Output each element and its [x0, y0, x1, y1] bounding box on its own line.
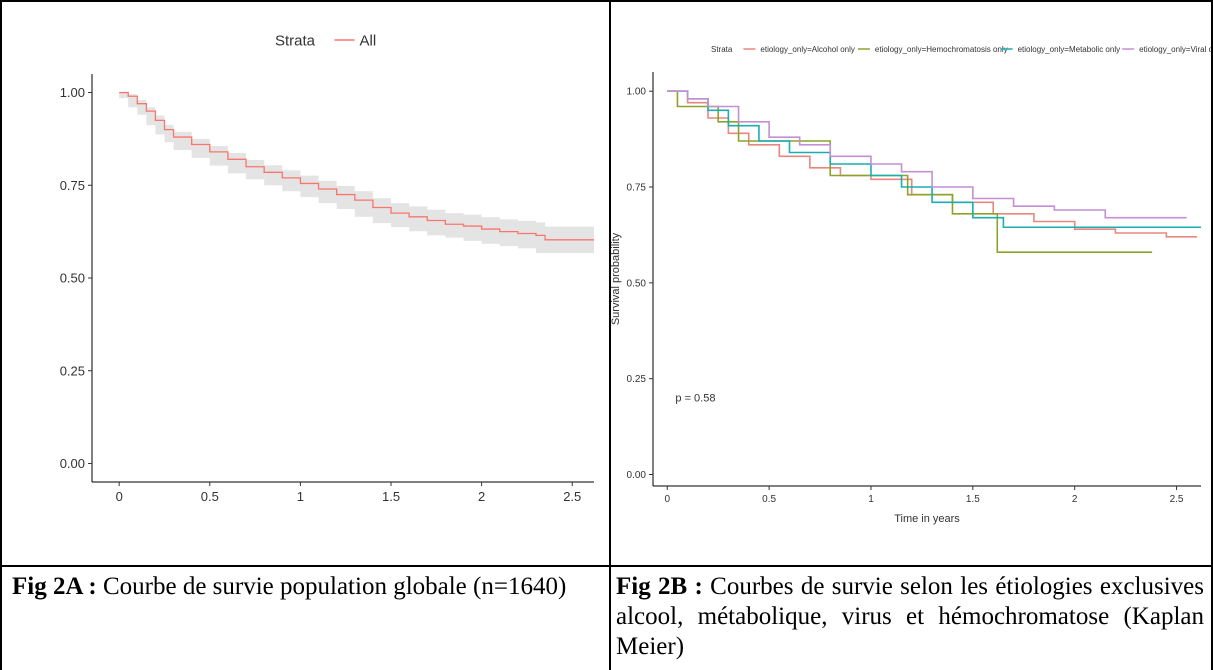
chart-panel-a: Strata All 0.00 0.25 0.50 0.75 1.00 0 0.5 1 1.5 2 2.…: [60, 32, 594, 504]
caption-fig-2a: Fig 2A : Courbe de survie population glo…: [12, 572, 602, 602]
chart-b-y-tick-label-4: 1.00: [627, 87, 647, 98]
chart-a-legend-label-0: All: [360, 32, 377, 49]
chart-b-legend-label-1: etiology_only=Hemochromatosis only: [875, 45, 1008, 54]
table-border-center: [609, 0, 611, 670]
caption-fig-2a-label: Fig 2A :: [12, 573, 97, 600]
caption-fig-2b-text: Courbes de survie selon les étiologies e…: [616, 573, 1204, 660]
chart-b-legend-label-0: etiology_only=Alcohol only: [760, 45, 855, 54]
table-border-right: [1211, 0, 1213, 670]
table-border-left: [0, 0, 2, 670]
chart-b-legend-label-2: etiology_only=Metabolic only: [1018, 45, 1121, 54]
caption-fig-2b: Fig 2B : Courbes de survie selon les éti…: [616, 572, 1204, 662]
chart-b-x-tick-label-4: 2: [1072, 494, 1078, 505]
chart-panel-b: Strata etiology_only=Alcohol only etiology…: [611, 45, 1211, 525]
chart-a-x-tick-label-0: 0: [116, 489, 123, 504]
chart-b-y-tick-label-2: 0.50: [627, 278, 647, 289]
chart-a-x-tick-label-3: 1.5: [382, 489, 400, 504]
chart-b-y-tick-label-1: 0.25: [627, 374, 647, 385]
chart-a-y-tick-label-3: 0.75: [60, 178, 85, 193]
chart-b-x-tick-label-3: 1.5: [966, 494, 980, 505]
chart-a-legend-title: Strata: [275, 32, 316, 49]
chart-a-legend: Strata All: [275, 32, 376, 49]
caption-fig-2a-text: Courbe de survie population globale (n=1…: [96, 573, 567, 600]
chart-a-confidence-band-0: [119, 92, 594, 254]
chart-a-x-tick-label-2: 1: [297, 489, 304, 504]
chart-a-x-tick-label-5: 2.5: [563, 489, 581, 504]
chart-a-y-tick-label-4: 1.00: [60, 85, 85, 100]
chart-b-y-tick-label-3: 0.75: [627, 183, 647, 194]
chart-a-y-tick-label-1: 0.25: [60, 363, 85, 378]
chart-b-x-axis-label: Time in years: [894, 513, 960, 525]
chart-a-y-tick-label-0: 0.00: [60, 456, 85, 471]
chart-b-legend-title: Strata: [711, 45, 733, 54]
caption-fig-2b-label: Fig 2B :: [616, 573, 703, 600]
chart-b-p-value-annotation: p = 0.58: [675, 393, 715, 405]
chart-b-x-tick-label-5: 2.5: [1170, 494, 1184, 505]
chart-b-x-tick-label-2: 1: [868, 494, 874, 505]
chart-b-x-tick-label-0: 0: [664, 494, 670, 505]
chart-b-legend-label-3: etiology_only=Viral only: [1139, 45, 1211, 54]
chart-b-legend: Strata etiology_only=Alcohol only etiology…: [711, 45, 1211, 54]
chart-b-series-line-2: [667, 90, 1201, 229]
table-border-top: [0, 0, 1213, 2]
chart-a-y-tick-label-2: 0.50: [60, 271, 85, 286]
chart-a-x-tick-label-4: 2: [478, 489, 485, 504]
chart-b-y-tick-label-0: 0.00: [627, 470, 647, 481]
table-border-middle: [0, 565, 1213, 567]
chart-b-series-line-3: [667, 90, 1187, 219]
chart-b-y-axis-label: Survival probability: [611, 232, 622, 325]
chart-a-series-line-0: [119, 91, 594, 241]
chart-a-x-tick-label-1: 0.5: [201, 489, 219, 504]
chart-b-series-line-0: [667, 90, 1197, 238]
chart-b-x-tick-label-1: 0.5: [762, 494, 776, 505]
